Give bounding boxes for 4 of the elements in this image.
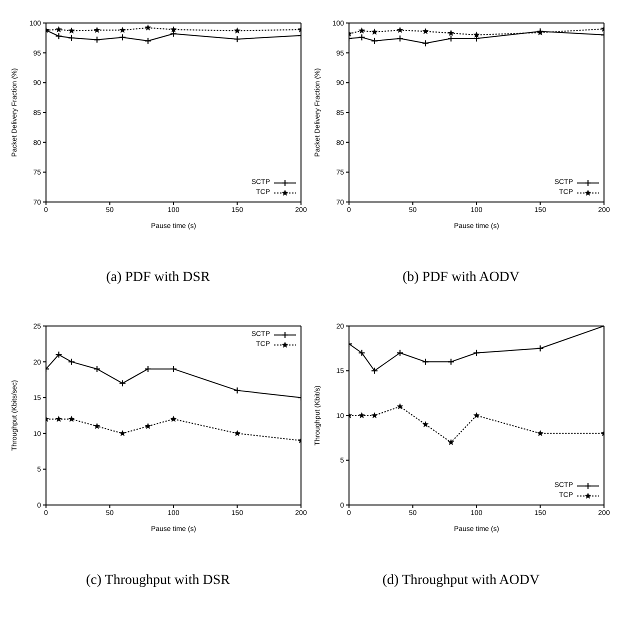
text: (c) Throughput with DSR — [84, 573, 231, 589]
text: (a) PDF with DSR — [105, 270, 211, 286]
text: (b) PDF with AODV — [401, 270, 521, 286]
text: (d) Throughput with AODV — [381, 573, 541, 589]
